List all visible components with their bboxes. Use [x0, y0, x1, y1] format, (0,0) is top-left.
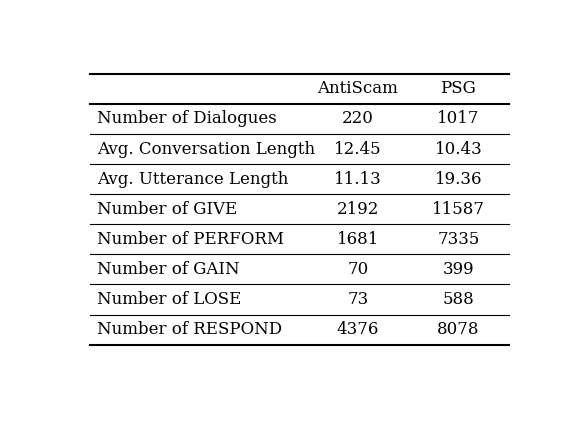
Text: Number of RESPOND: Number of RESPOND	[97, 321, 282, 338]
Text: 10.43: 10.43	[434, 140, 482, 157]
Text: 12.45: 12.45	[334, 140, 382, 157]
Text: Number of LOSE: Number of LOSE	[97, 291, 241, 308]
Text: Avg. Utterance Length: Avg. Utterance Length	[97, 170, 288, 187]
Text: 588: 588	[443, 291, 474, 308]
Text: 19.36: 19.36	[434, 170, 482, 187]
Text: Number of GAIN: Number of GAIN	[97, 261, 240, 278]
Text: 11.13: 11.13	[334, 170, 382, 187]
Text: 70: 70	[347, 261, 369, 278]
Text: Number of Dialogues: Number of Dialogues	[97, 110, 277, 127]
Text: Avg. Conversation Length: Avg. Conversation Length	[97, 140, 315, 157]
Text: PSG: PSG	[440, 80, 476, 97]
Text: 73: 73	[347, 291, 369, 308]
Text: Number of PERFORM: Number of PERFORM	[97, 231, 284, 248]
Text: 8078: 8078	[437, 321, 480, 338]
Text: Number of GIVE: Number of GIVE	[97, 201, 237, 218]
Text: 2192: 2192	[337, 201, 379, 218]
Text: AntiScam: AntiScam	[318, 80, 398, 97]
Text: 11587: 11587	[432, 201, 485, 218]
Text: 7335: 7335	[437, 231, 480, 248]
Text: 399: 399	[443, 261, 474, 278]
Text: 1017: 1017	[437, 110, 480, 127]
Text: 220: 220	[342, 110, 374, 127]
Text: 4376: 4376	[337, 321, 379, 338]
Text: 1681: 1681	[337, 231, 379, 248]
